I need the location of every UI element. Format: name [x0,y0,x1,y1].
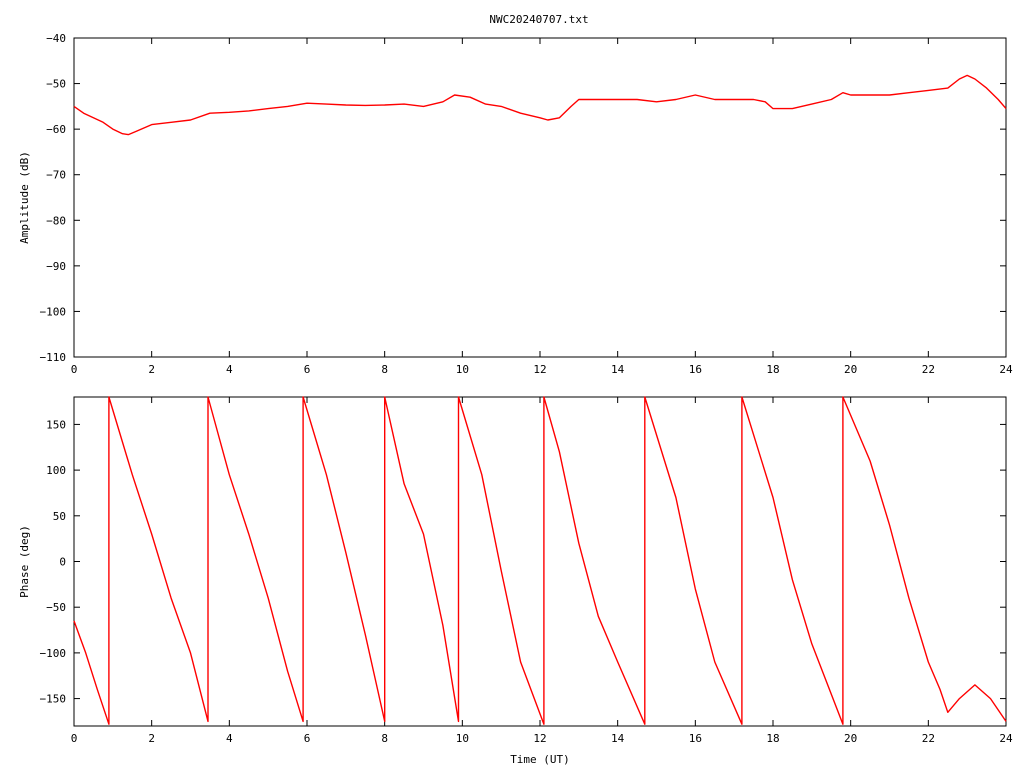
amplitude-y-tick-label: −110 [40,351,67,364]
phase-y-tick-label: 150 [46,418,66,431]
amplitude-x-tick-label: 10 [456,363,469,376]
phase-y-tick-label: 0 [59,556,66,569]
amplitude-y-tick-label: −60 [46,123,66,136]
phase-x-tick-label: 0 [71,732,78,745]
phase-x-tick-label: 18 [766,732,779,745]
phase-x-tick-label: 8 [381,732,388,745]
amplitude-y-tick-label: −40 [46,32,66,45]
phase-y-axis-label: Phase (deg) [18,525,31,598]
amplitude-x-tick-label: 12 [533,363,546,376]
amplitude-y-tick-label: −80 [46,214,66,227]
amplitude-y-tick-label: −90 [46,260,66,273]
phase-panel: 0 2 4 6 8 10 12 14 16 18 20 22 24150100500−50−100−15… [18,396,1013,766]
amplitude-y-tick-label: −50 [46,78,66,91]
amplitude-series-line [73,74,1007,136]
phase-x-tick-label: 22 [922,732,935,745]
phase-x-tick-label: 10 [456,732,469,745]
phase-series-line [73,396,1007,725]
amplitude-x-tick-label: 8 [381,363,388,376]
amplitude-y-tick-label: −100 [40,305,67,318]
phase-x-tick-label: 12 [533,732,546,745]
amplitude-x-tick-label: 14 [611,363,625,376]
phase-y-tick-label: −100 [40,647,67,660]
amplitude-x-tick-label: 22 [922,363,935,376]
phase-plot-frame [73,396,1007,727]
phase-x-axis-label: Time (UT) [510,753,570,766]
chart-title: NWC20240707.txt [489,13,588,26]
amplitude-x-tick-label: 2 [148,363,155,376]
phase-x-tick-label: 2 [148,732,155,745]
amplitude-y-tick-label: −70 [46,169,66,182]
amplitude-y-axis-label: Amplitude (dB) [18,151,31,244]
phase-x-tick-label: 14 [611,732,625,745]
amplitude-plot-frame [73,37,1007,358]
amplitude-x-tick-label: 16 [689,363,702,376]
phase-x-tick-label: 20 [844,732,857,745]
phase-x-tick-label: 4 [226,732,233,745]
phase-y-tick-label: 100 [46,464,66,477]
amplitude-x-tick-label: 20 [844,363,857,376]
phase-y-tick-label: 50 [53,510,66,523]
amplitude-x-tick-label: 24 [999,363,1013,376]
phase-y-tick-label: −50 [46,601,66,614]
phase-x-tick-label: 16 [689,732,702,745]
amplitude-panel: 0 2 4 6 8 10 12 14 16 18 20 22 24−40−50−60−70−80−90−… [18,32,1013,376]
amplitude-x-tick-label: 6 [304,363,311,376]
phase-y-tick-label: −150 [40,693,67,706]
amplitude-x-tick-label: 18 [766,363,779,376]
phase-x-tick-label: 24 [999,732,1013,745]
amplitude-x-tick-label: 4 [226,363,233,376]
amplitude-x-tick-label: 0 [71,363,78,376]
phase-x-tick-label: 6 [304,732,311,745]
